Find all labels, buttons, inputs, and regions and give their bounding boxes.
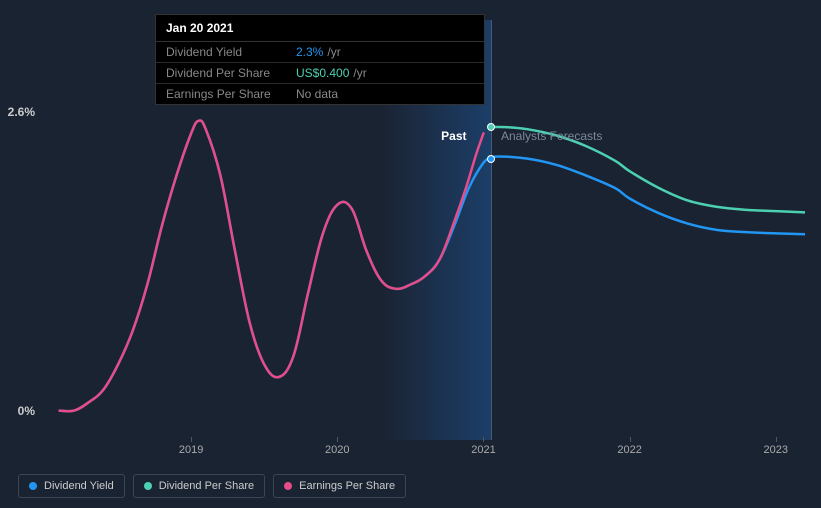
forecast-label: Analysts Forecasts xyxy=(501,129,602,143)
tooltip-value: No data xyxy=(296,87,338,101)
tooltip-row-earnings-per-share: Earnings Per Share No data xyxy=(156,84,484,104)
legend-label: Dividend Yield xyxy=(44,480,114,492)
x-axis-tick xyxy=(483,437,484,442)
x-axis-tick xyxy=(630,437,631,442)
legend-item-dividend-yield[interactable]: Dividend Yield xyxy=(18,474,125,498)
tooltip-row-dividend-yield: Dividend Yield 2.3% /yr xyxy=(156,42,484,63)
x-axis-label: 2023 xyxy=(764,444,788,456)
tooltip-label: Dividend Per Share xyxy=(166,66,296,80)
legend-dot-icon xyxy=(144,482,152,490)
legend-item-dividend-per-share[interactable]: Dividend Per Share xyxy=(133,474,265,498)
y-axis-label: 2.6% xyxy=(8,105,35,119)
tooltip-row-dividend-per-share: Dividend Per Share US$0.400 /yr xyxy=(156,63,484,84)
y-axis: 2.6% 0% xyxy=(0,20,40,440)
past-label: Past xyxy=(441,129,466,143)
legend-label: Earnings Per Share xyxy=(299,480,395,492)
series-dividend_yield xyxy=(60,120,805,411)
x-axis-label: 2019 xyxy=(179,444,203,456)
x-axis-tick xyxy=(776,437,777,442)
y-axis-label: 0% xyxy=(18,404,35,418)
series-earnings_per_share xyxy=(60,120,484,411)
legend-dot-icon xyxy=(29,482,37,490)
x-axis-tick xyxy=(191,437,192,442)
tooltip-suffix: /yr xyxy=(327,45,340,59)
marker-dividend_per_share xyxy=(487,123,495,131)
legend-dot-icon xyxy=(284,482,292,490)
x-axis-label: 2022 xyxy=(617,444,641,456)
legend-label: Dividend Per Share xyxy=(159,480,254,492)
x-axis-tick xyxy=(337,437,338,442)
tooltip-date: Jan 20 2021 xyxy=(156,15,484,42)
x-axis-label: 2020 xyxy=(325,444,349,456)
tooltip-label: Dividend Yield xyxy=(166,45,296,59)
tooltip-value: US$0.400 xyxy=(296,66,349,80)
x-axis: 2019 2020 2021 2022 2023 xyxy=(45,442,805,462)
x-axis-label: 2021 xyxy=(471,444,495,456)
tooltip-suffix: /yr xyxy=(353,66,366,80)
tooltip-label: Earnings Per Share xyxy=(166,87,296,101)
marker-dividend_yield xyxy=(487,155,495,163)
dividend-chart: Past Analysts Forecasts 2.6%0% 201920202… xyxy=(0,0,821,508)
chart-legend: Dividend Yield Dividend Per Share Earnin… xyxy=(18,474,406,498)
legend-item-earnings-per-share[interactable]: Earnings Per Share xyxy=(273,474,406,498)
tooltip-value: 2.3% xyxy=(296,45,323,59)
chart-tooltip: Jan 20 2021 Dividend Yield 2.3% /yr Divi… xyxy=(155,14,485,105)
